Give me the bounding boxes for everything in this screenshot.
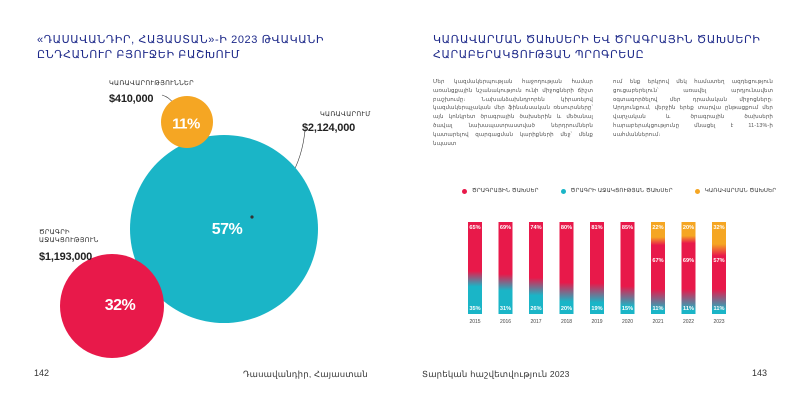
- bubble-management-percent: 57%: [211, 221, 243, 238]
- footer-title-right: Տարեկան հաշվետվություն 2023: [422, 369, 570, 379]
- bar-label-admin-2022: 20%: [683, 225, 694, 231]
- bar-label-programs-2021: 67%: [652, 258, 663, 264]
- bar-label-programs-2022: 69%: [683, 258, 694, 264]
- progress-heading-line1: ԿԱՌԱՎԱՐՄԱՆ ԾԱԽՍԵՐԻ ԵՎ ԾՐԱԳՐԱՅԻՆ ԾԱԽՍԵՐԻ: [433, 34, 761, 46]
- bubble-management: [130, 135, 318, 323]
- bar-2017: [529, 222, 543, 314]
- left-page: «ԴԱՍԱՎԱՆԴԻՐ, ՀԱՅԱՍՏԱՆ»-Ի 2023 ԹՎԱԿԱՆԻ ԸՆ…: [34, 33, 371, 379]
- bar-2019: [590, 222, 604, 314]
- progress-heading-line2: ՀԱՐԱԲԵՐԱԿՑՈՒԹՅԱՆ ՊՐՈԳՐԵՍԸ: [433, 49, 645, 61]
- bar-label-programs-2020: 85%: [622, 225, 633, 231]
- legend-item-support: ԾՐԱԳՐԻ ԱՋԱԿՑՈՒԹՅԱՆ ԾԱԽՍԵՐ: [560, 186, 673, 196]
- bar-2021: [651, 222, 665, 314]
- progress-heading: ԿԱՌԱՎԱՐՄԱՆ ԾԱԽՍԵՐԻ ԵՎ ԾՐԱԳՐԱՅԻՆ ԾԱԽՍԵՐԻ …: [433, 33, 760, 63]
- budget-heading: «ԴԱՍԱՎԱՆԴԻՐ, ՀԱՅԱՍՏԱՆ»-Ի 2023 ԹՎԱԿԱՆԻ ԸՆ…: [37, 33, 324, 63]
- body-text-col2: ում ենք երկրով մեկ համատեղ ազդեցություն …: [613, 79, 773, 138]
- x-tick-2018: 2018: [561, 319, 572, 325]
- callout-support-name: ԾՐԱԳՐԻ ԱՋԱԿՑՈՒԹՅՈՒՆ: [39, 229, 99, 244]
- callout-admin-name: ԿԱՌԱՎԱՐՈՒԹՅՈՒՆՆԵՐ: [109, 80, 194, 87]
- bar-label-programs-2016: 69%: [500, 225, 511, 231]
- bar-label-support-2015: 35%: [469, 306, 480, 312]
- bar-label-programs-2018: 80%: [561, 225, 572, 231]
- x-tick-2020: 2020: [622, 319, 633, 325]
- bar-2022: [681, 222, 696, 314]
- bar-label-admin-2021: 22%: [652, 225, 663, 231]
- chart-legend: ԾՐԱԳՐԱՅԻՆ ԾԱԽՍԵՐ ԾՐԱԳՐԻ ԱՋԱԿՑՈՒԹՅԱՆ ԾԱԽՍ…: [462, 186, 798, 196]
- connector-dot-management: [250, 215, 254, 219]
- bubble-program-support: [60, 254, 164, 358]
- page-number-left: 142: [34, 368, 50, 378]
- bubble-chart: [60, 94, 318, 358]
- x-tick-2017: 2017: [530, 319, 541, 325]
- x-tick-2022: 2022: [683, 319, 694, 325]
- callout-support-value: $1,193,000: [39, 251, 93, 263]
- callout-management-value: $2,124,000: [302, 122, 356, 134]
- right-page: ԿԱՌԱՎԱՐՄԱՆ ԾԱԽՍԵՐԻ ԵՎ ԾՐԱԳՐԱՅԻՆ ԾԱԽՍԵՐԻ …: [400, 0, 800, 400]
- budget-heading-line1: «ԴԱՍԱՎԱՆԴԻՐ, ՀԱՅԱՍՏԱՆ»-Ի 2023 ԹՎԱԿԱՆԻ: [37, 34, 325, 46]
- bar-label-support-2019: 19%: [591, 306, 602, 312]
- bar-label-support-2016: 31%: [500, 306, 511, 312]
- x-tick-2016: 2016: [500, 319, 511, 325]
- budget-heading-line2: ԸՆԴՀԱՆՈՒՐ ԲՅՈՒՋԵԻ ԲԱՇԽՈՒՄ: [37, 49, 241, 61]
- footer-title-left: Դասավանդիր, Հայաստան: [243, 369, 368, 379]
- legend-dot-support: [560, 188, 566, 194]
- legend-dot-programs: [462, 188, 467, 194]
- bubble-admin-percent: 11%: [172, 115, 200, 133]
- bar-label-support-2017: 26%: [530, 306, 541, 312]
- bar-label-support-2020: 15%: [622, 306, 633, 312]
- legend-label-support: ԾՐԱԳՐԻ ԱՋԱԿՑՈՒԹՅԱՆ ԾԱԽՍԵՐ: [570, 188, 673, 194]
- bar-2016: [498, 222, 513, 314]
- x-tick-2015: 2015: [469, 319, 480, 325]
- x-tick-2023: 2023: [713, 319, 724, 325]
- x-tick-2019: 2019: [591, 319, 602, 325]
- bar-2023: [712, 222, 726, 314]
- legend-label-programs: ԾՐԱԳՐԱՅԻՆ ԾԱԽՍԵՐ: [472, 188, 539, 194]
- bar-label-support-2018: 20%: [561, 306, 572, 312]
- bar-label-programs-2017: 74%: [530, 225, 541, 231]
- bar-label-admin-2023: 32%: [713, 225, 724, 231]
- page-number-right: 143: [752, 368, 768, 378]
- bar-label-programs-2023: 57%: [713, 258, 724, 264]
- legend-label-admin: ԿԱՌԱՎԱՐՄԱՆ ԾԱԽՍԵՐ: [704, 188, 777, 194]
- bar-label-support-2022: 11%: [683, 306, 694, 312]
- legend-item-admin: ԿԱՌԱՎԱՐՄԱՆ ԾԱԽՍԵՐ: [694, 186, 777, 196]
- bar-2018: [559, 222, 574, 314]
- bubble-support-percent: 32%: [104, 297, 136, 314]
- legend-item-programs: ԾՐԱԳՐԱՅԻՆ ԾԱԽՍԵՐ: [462, 186, 539, 196]
- callout-admin-value: $410,000: [109, 93, 154, 105]
- bar-label-programs-2015: 65%: [469, 225, 480, 231]
- bubble-admin: [161, 96, 213, 148]
- bar-2015: [468, 222, 482, 314]
- bar-label-support-2023: 11%: [714, 306, 725, 312]
- legend-dot-admin: [694, 188, 700, 194]
- bar-2020: [620, 222, 635, 314]
- bar-label-support-2021: 11%: [653, 306, 664, 312]
- body-text-col1: Մեր կազմակերպության հաջողության համար առ…: [433, 79, 593, 147]
- x-tick-2021: 2021: [652, 319, 663, 325]
- callout-management-name: ԿԱՌԱՎԱՐՈՒՄ: [320, 111, 371, 118]
- bar-label-programs-2019: 81%: [591, 225, 602, 231]
